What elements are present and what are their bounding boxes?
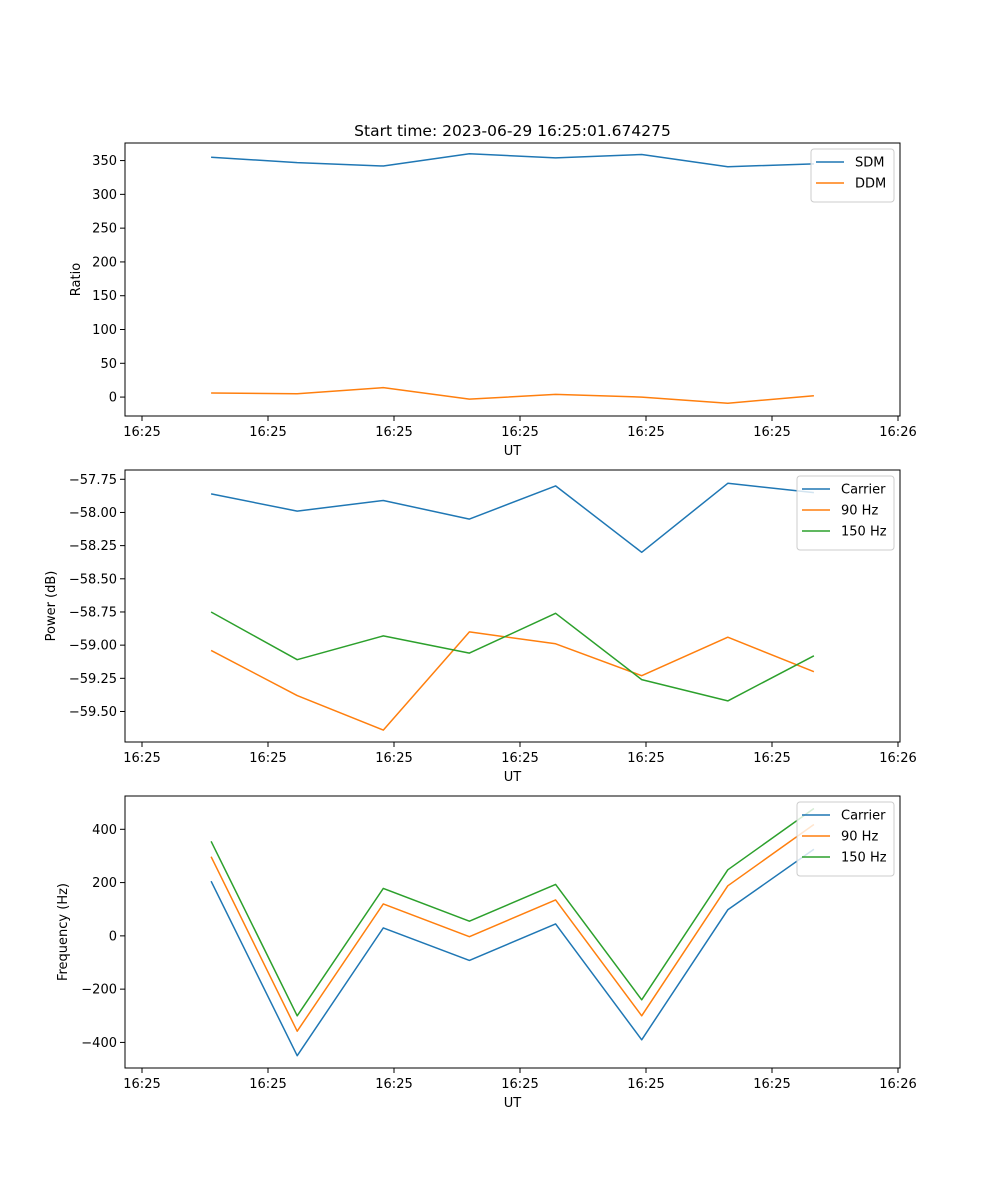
x-tick-label: 16:25 [375,751,412,766]
x-tick-label: 16:25 [501,751,538,766]
series-line [210,611,815,702]
legend: Carrier 90 Hz 150 Hz [796,801,895,877]
y-tick-label: 100 [92,323,117,338]
x-tick-label: 16:26 [879,751,916,766]
y-tick-label: 50 [100,357,117,372]
axes-frame [124,795,901,1069]
x-tick-label: 16:25 [375,1077,412,1092]
y-tick-label: 250 [92,222,117,237]
x-axis-label: UT [504,1096,522,1111]
axes-frame [124,469,901,743]
x-tick-label: 16:25 [249,1077,286,1092]
legend-label: Carrier [841,809,886,824]
y-tick-label: −200 [81,983,117,998]
legend-label: DDM [855,177,886,192]
legend-label: 150 Hz [841,525,887,540]
panel-ratio: 16:25 16:25 16:25 16:25 16:25 16:25 16:26 0 50 10… [69,142,917,459]
y-tick-label: 0 [109,929,117,944]
y-tick-label: 350 [92,154,117,169]
x-tick-label: 16:25 [627,751,664,766]
y-tick-label: 400 [92,823,117,838]
x-tick-label: 16:25 [123,751,160,766]
legend-label: SDM [855,156,884,171]
y-tick-label: −58.00 [69,506,117,521]
y-tick-label: −59.25 [69,672,117,687]
series-line [211,153,814,168]
series-line [210,807,815,1017]
x-tick-label: 16:26 [879,425,916,440]
y-tick-label: −59.00 [69,639,117,654]
y-axis-label: Frequency (Hz) [56,883,71,981]
series-line [211,386,814,404]
series-line [210,631,815,731]
series-line [210,848,815,1057]
y-axis-label: Power (dB) [44,571,59,642]
x-tick-label: 16:25 [501,425,538,440]
x-tick-label: 16:25 [627,425,664,440]
y-tick-label: −57.75 [69,473,117,488]
x-tick-label: 16:25 [249,751,286,766]
x-tick-label: 16:25 [753,751,790,766]
y-tick-label: −400 [81,1036,117,1051]
x-tick-label: 16:25 [753,425,790,440]
y-tick-label: 300 [92,188,117,203]
x-axis-label: UT [504,444,522,459]
y-tick-label: −58.25 [69,539,117,554]
chart-title: Start time: 2023-06-29 16:25:01.674275 [354,122,671,140]
series-line [210,823,815,1032]
legend-label: 90 Hz [841,830,878,845]
y-tick-label: −58.75 [69,605,117,620]
x-tick-label: 16:25 [123,425,160,440]
x-tick-label: 16:25 [123,1077,160,1092]
axes-frame [124,142,901,417]
x-tick-label: 16:25 [249,425,286,440]
x-tick-label: 16:26 [879,1077,916,1092]
y-tick-label: 0 [109,391,117,406]
legend: Carrier 90 Hz 150 Hz [796,475,895,551]
panel-frequency: 16:25 16:25 16:25 16:25 16:25 16:25 16:26 400 20… [56,795,917,1111]
panel-power: 16:25 16:25 16:25 16:25 16:25 16:25 16:26 −57.7… [44,469,917,785]
y-tick-label: −58.50 [69,572,117,587]
x-tick-label: 16:25 [375,425,412,440]
x-axis-label: UT [504,770,522,785]
legend-label: 150 Hz [841,851,887,866]
series-line [210,482,814,554]
y-tick-label: −59.50 [69,705,117,720]
y-axis-label: Ratio [69,263,84,296]
x-tick-label: 16:25 [501,1077,538,1092]
legend: SDM DDM [810,148,895,203]
legend-label: Carrier [841,483,886,498]
y-tick-label: 200 [92,876,117,891]
legend-label: 90 Hz [841,504,878,519]
y-tick-label: 200 [92,255,117,270]
y-tick-label: 150 [92,289,117,304]
x-tick-label: 16:25 [627,1077,664,1092]
x-tick-label: 16:25 [753,1077,790,1092]
